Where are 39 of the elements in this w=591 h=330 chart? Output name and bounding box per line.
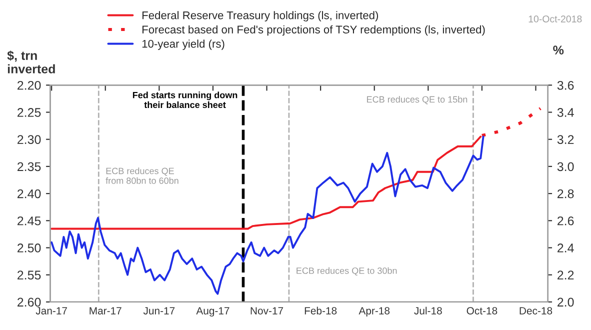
y2-axis-title: % bbox=[553, 46, 564, 54]
y-tick-label: 2.50 bbox=[18, 244, 41, 252]
ref-line-label: ECB reduces QE from 80bn to 60bn bbox=[106, 168, 178, 184]
y2-tick-label: 3.4 bbox=[557, 108, 574, 117]
legend-label: Forecast based on Fed's projections of TSY redemptions (ls, inverted) bbox=[142, 25, 485, 36]
legend-label: 10-year yield (rs) bbox=[142, 40, 224, 50]
y-tick-label: 2.55 bbox=[18, 270, 41, 280]
y-tick-label: 2.20 bbox=[18, 80, 41, 90]
x-tick-label: Feb-18 bbox=[304, 306, 337, 314]
y2-tick-label: 2.2 bbox=[558, 270, 574, 280]
ref-line-label: Fed starts running down their balance sheet bbox=[132, 92, 238, 108]
y-tick-label: 2.40 bbox=[18, 189, 41, 198]
ref-line-label: ECB reduces QE to 15bn bbox=[367, 96, 468, 104]
x-tick-label: Aug-17 bbox=[196, 307, 230, 317]
x-tick-label: Nov-17 bbox=[250, 307, 284, 314]
y-tick-label: 2.25 bbox=[18, 108, 41, 117]
y2-tick-label: 2.4 bbox=[558, 244, 574, 252]
x-tick-label: Jun-17 bbox=[143, 307, 175, 314]
ref-line-label: ECB reduces QE to 30bn bbox=[296, 267, 397, 276]
x-tick-label: Dec-18 bbox=[520, 307, 552, 314]
x-tick-label: Jan-17 bbox=[36, 307, 67, 314]
line-series bbox=[50, 136, 484, 295]
y-tick-label: 2.60 bbox=[18, 298, 41, 307]
y-tick-label: 2.30 bbox=[18, 135, 41, 144]
y2-tick-label: 3.6 bbox=[557, 80, 574, 90]
legend-label: Federal Reserve Treasury holdings (ls, inverted) bbox=[142, 11, 378, 22]
y2-tick-label: 3.2 bbox=[557, 135, 574, 144]
y2-tick-label: 2.8 bbox=[558, 189, 574, 198]
y-tick-label: 2.45 bbox=[18, 216, 41, 226]
text: 10-Oct-2018 bbox=[528, 16, 582, 22]
y-tick-label: 2.35 bbox=[18, 162, 41, 172]
y2-tick-label: 2.0 bbox=[558, 298, 574, 307]
x-tick-label: Jul-18 bbox=[414, 306, 442, 314]
x-tick-label: Apr-18 bbox=[358, 307, 390, 317]
x-tick-label: Mar-17 bbox=[90, 307, 122, 314]
y2-tick-label: 3.0 bbox=[557, 162, 574, 172]
x-tick-label: Oct-18 bbox=[466, 307, 498, 314]
y2-tick-label: 2.6 bbox=[558, 216, 574, 226]
y-axis-title: $, trn inverted bbox=[7, 50, 55, 74]
